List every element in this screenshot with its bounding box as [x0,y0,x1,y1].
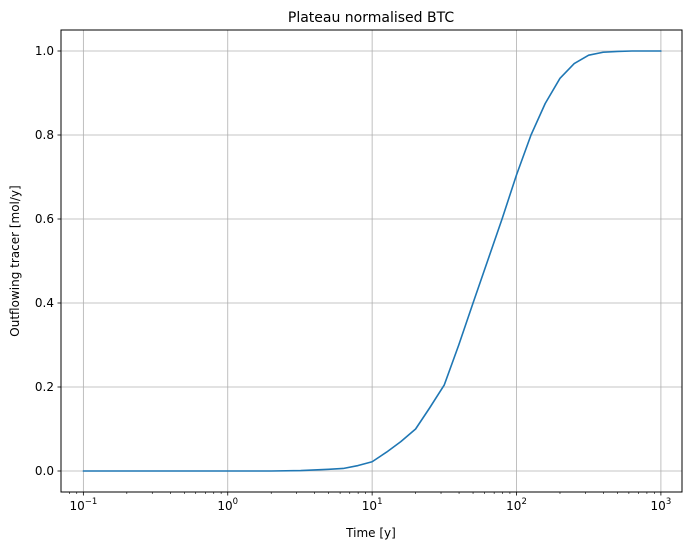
y-tick-label: 0.4 [35,296,54,310]
x-tick-label: 10−1 [69,497,97,513]
y-tick-label: 0.0 [35,464,54,478]
x-tick-label-exponent: −1 [85,497,98,507]
y-axis: 0.0 0.2 0.4 0.6 0.8 1.0 [35,44,61,478]
y-tick-label: 0.8 [35,128,54,142]
x-tick-label-base: 10 [69,499,84,513]
y-axis-title: Outflowing tracer [mol/y] [8,185,22,336]
x-tick-label-exponent: 2 [521,497,526,507]
x-axis: 10−1 100 101 102 103 [69,492,671,513]
x-tick-label: 102 [506,497,527,513]
y-tick-label: 0.2 [35,380,54,394]
x-tick-label: 101 [362,497,383,513]
x-tick-label: 100 [217,497,238,513]
grid [61,30,682,492]
x-tick-label-base: 10 [362,499,377,513]
x-tick-label-base: 10 [506,499,521,513]
x-tick-label-base: 10 [217,499,232,513]
chart-title: Plateau normalised BTC [288,10,454,26]
x-tick-label-exponent: 3 [666,497,671,507]
y-tick-label: 0.6 [35,212,54,226]
x-axis-title: Time [y] [345,526,396,540]
plot-frame [60,29,683,493]
x-tick-label: 103 [651,497,672,513]
series-line [82,50,662,472]
x-tick-label-exponent: 1 [377,497,382,507]
y-tick-label: 1.0 [35,44,54,58]
x-tick-label-base: 10 [651,499,666,513]
x-tick-label-exponent: 0 [233,497,238,507]
minor-ticks [69,492,655,494]
